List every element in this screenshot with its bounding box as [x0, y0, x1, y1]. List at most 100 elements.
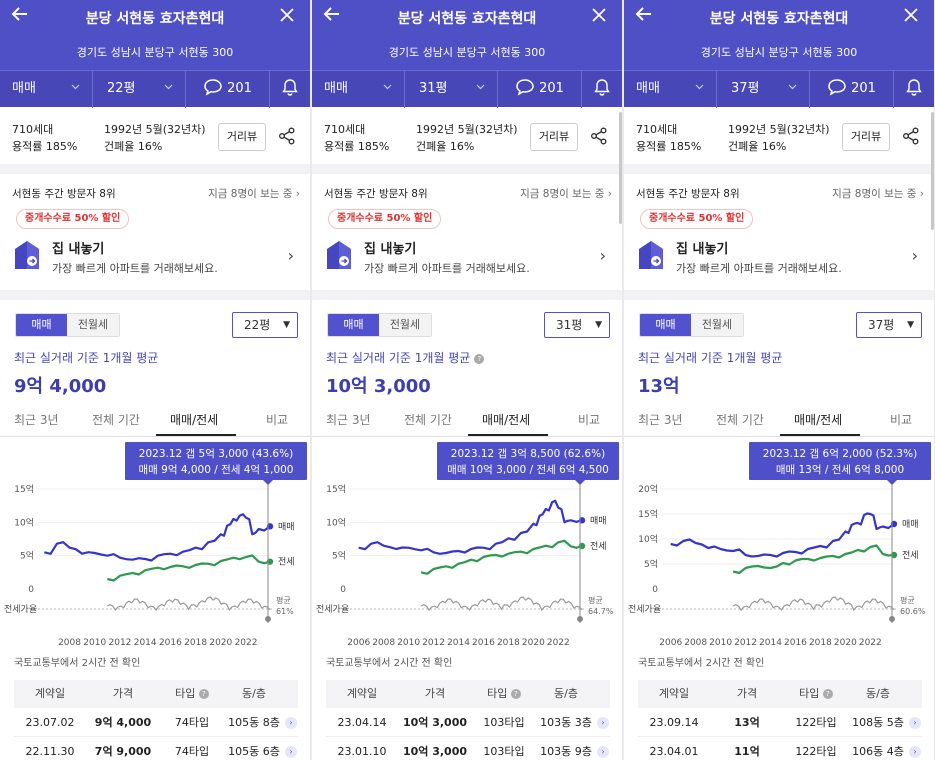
list-home-banner[interactable]: 집 내놓기 가장 빠르게 아파트를 거래해보세요. › [312, 228, 622, 290]
table-row[interactable]: 23.07.02 9억 4,000 74타입 105동 8층 › [14, 708, 298, 737]
visitor-row[interactable]: 서현동 주간 방문자 8위 지금 8명이 보는 중 › [0, 174, 310, 210]
pyeong-dropdown[interactable]: 31평 ▼ [544, 312, 610, 338]
chevron-right-icon: › [295, 188, 300, 200]
x-tick-label: 2020 [209, 638, 232, 648]
help-icon[interactable]: ? [510, 689, 521, 699]
built-date: 1992년 5월(32년차) [728, 123, 830, 136]
size-select[interactable]: 37평 [717, 71, 810, 108]
price-chart[interactable]: 15억 10억 5억 0 매매 전세 전세가율 평균 64.7% 2006 2008 2010 2012… [312, 437, 622, 650]
table-row[interactable]: 23.09.14 13억 122타입 108동 5층 › [638, 708, 922, 737]
bell-icon[interactable] [894, 71, 934, 108]
tab-all-period[interactable]: 전체 기간 [404, 413, 452, 427]
visitor-row[interactable]: 서현동 주간 방문자 8위 지금 8명이 보는 중 › [624, 174, 934, 210]
chevron-right-icon[interactable]: › [909, 717, 921, 729]
period-tabs: 최근 3년 전체 기간 매매/전세 비교 [624, 405, 934, 437]
table-row[interactable]: 23.01.10 10억 3,000 103타입 103동 9층 › [326, 737, 610, 760]
tab-recent-3y[interactable]: 최근 3년 [326, 413, 371, 427]
back-arrow-icon[interactable] [10, 4, 34, 28]
tab-all-period[interactable]: 전체 기간 [716, 413, 764, 427]
street-view-button[interactable]: 거리뷰 [842, 123, 890, 151]
chevron-right-icon[interactable]: › [597, 746, 609, 758]
row-type: 103타입 [483, 716, 525, 729]
tab-recent-3y[interactable]: 최근 3년 [14, 413, 59, 427]
series-legend-label: 전세 [902, 550, 919, 561]
street-view-button[interactable]: 거리뷰 [218, 123, 266, 151]
close-icon[interactable] [588, 4, 610, 28]
bell-icon[interactable] [270, 71, 310, 108]
list-home-banner[interactable]: 집 내놓기 가장 빠르게 아파트를 거래해보세요. › [624, 228, 934, 290]
back-arrow-icon[interactable] [634, 4, 658, 28]
close-icon[interactable] [900, 4, 922, 28]
help-icon[interactable]: ? [822, 689, 833, 699]
series-legend-label: 매매 [590, 515, 607, 526]
visitor-row[interactable]: 서현동 주간 방문자 8위 지금 8명이 보는 중 › [312, 174, 622, 210]
tab-sale-jeonse[interactable]: 매매/전세 [170, 413, 219, 427]
series-legend-label: 전세 [278, 557, 295, 568]
toggle-sale[interactable]: 매매 [328, 314, 379, 336]
help-icon[interactable]: ? [474, 354, 485, 364]
toggle-rent[interactable]: 전월세 [379, 314, 431, 336]
scrollbar-thumb[interactable] [931, 112, 934, 230]
sale-series-line [44, 513, 271, 562]
transactions-table: 계약일 가격 타입 ? 동/층 23.09.14 13억 122타입 108동 … [638, 680, 922, 760]
street-view-button[interactable]: 거리뷰 [530, 123, 578, 151]
price-chart[interactable]: 20억 15억 10억 5억 0 매매 전세 전세가율 평균 60.6% 2006 2008 2010 2… [624, 437, 934, 650]
help-icon[interactable]: ? [198, 689, 209, 699]
pyeong-dropdown[interactable]: 22평 ▼ [232, 312, 298, 338]
tab-sale-jeonse[interactable]: 매매/전세 [482, 413, 531, 427]
tab-all-period[interactable]: 전체 기간 [92, 413, 140, 427]
size-select[interactable]: 22평 [93, 71, 186, 108]
tab-compare[interactable]: 비교 [890, 413, 913, 427]
comments-button[interactable]: 201 [810, 71, 894, 108]
chevron-right-icon[interactable]: › [285, 746, 297, 758]
tooltip-gap-line: 2023.12 갭 5억 3,000 (43.6%) [139, 448, 293, 460]
share-icon[interactable] [277, 126, 297, 146]
price-chart[interactable]: 15억 10억 5억 0 매매 전세 전세가율 평균 61% 2008 2010 2012 2014 20… [0, 437, 310, 650]
row-floor: 108동 5층 [852, 716, 904, 729]
active-tab-underline [468, 434, 548, 436]
share-icon[interactable] [589, 126, 609, 146]
sell-title: 집 내놓기 [364, 242, 417, 257]
chevron-right-icon[interactable]: › [597, 717, 609, 729]
complex-info: 710세대 용적률 185% 1992년 5월(32년차) 건폐율 16% 거리… [0, 107, 310, 164]
x-tick-label: 2014 [134, 638, 157, 648]
row-date: 23.04.14 [337, 715, 387, 729]
chevron-right-icon[interactable]: › [285, 717, 297, 729]
chevron-right-icon[interactable]: › [909, 746, 921, 758]
trade-type-select[interactable]: 매매 [0, 71, 93, 108]
sale-series-line [358, 499, 583, 555]
header-type: 타입 ? [784, 680, 848, 708]
back-arrow-icon[interactable] [322, 4, 346, 28]
close-icon[interactable] [276, 4, 298, 28]
tab-compare[interactable]: 비교 [578, 413, 601, 427]
bell-icon[interactable] [582, 71, 622, 108]
trade-type-select[interactable]: 매매 [624, 71, 717, 108]
scrollbar-thumb[interactable] [619, 112, 622, 224]
comments-button[interactable]: 201 [498, 71, 582, 108]
table-row[interactable]: 23.04.01 11억 122타입 106동 4층 › [638, 737, 922, 760]
built-date: 1992년 5월(32년차) [416, 123, 518, 136]
size-select[interactable]: 31평 [405, 71, 498, 108]
pyeong-dropdown[interactable]: 37평 ▼ [856, 312, 922, 338]
toggle-rent[interactable]: 전월세 [691, 314, 743, 336]
tooltip-price-line: 매매 9억 4,000 / 전세 4억 1,000 [138, 464, 293, 476]
chevron-right-icon: › [607, 188, 612, 200]
complex-title: 분당 서현동 효자촌현대 [85, 11, 225, 27]
list-home-banner[interactable]: 집 내놓기 가장 빠르게 아파트를 거래해보세요. › [0, 228, 310, 290]
tab-recent-3y[interactable]: 최근 3년 [638, 413, 683, 427]
chevron-right-icon: › [919, 188, 924, 200]
floor-area-ratio: 용적률 185% [12, 140, 78, 153]
y-tick-label: 5억 [332, 550, 346, 562]
data-source-note: 국토교통부에서 2시간 전 확인 [638, 658, 765, 669]
share-icon[interactable] [901, 126, 921, 146]
toggle-sale[interactable]: 매매 [640, 314, 691, 336]
tab-compare[interactable]: 비교 [266, 413, 289, 427]
trade-type-select[interactable]: 매매 [312, 71, 405, 108]
comments-button[interactable]: 201 [186, 71, 270, 108]
toggle-sale[interactable]: 매매 [16, 314, 67, 336]
table-row[interactable]: 22.11.30 7억 9,000 74타입 105동 6층 › [14, 737, 298, 760]
tab-sale-jeonse[interactable]: 매매/전세 [794, 413, 843, 427]
row-date: 23.04.01 [649, 744, 699, 758]
toggle-rent[interactable]: 전월세 [67, 314, 119, 336]
table-row[interactable]: 23.04.14 10억 3,000 103타입 103동 3층 › [326, 708, 610, 737]
